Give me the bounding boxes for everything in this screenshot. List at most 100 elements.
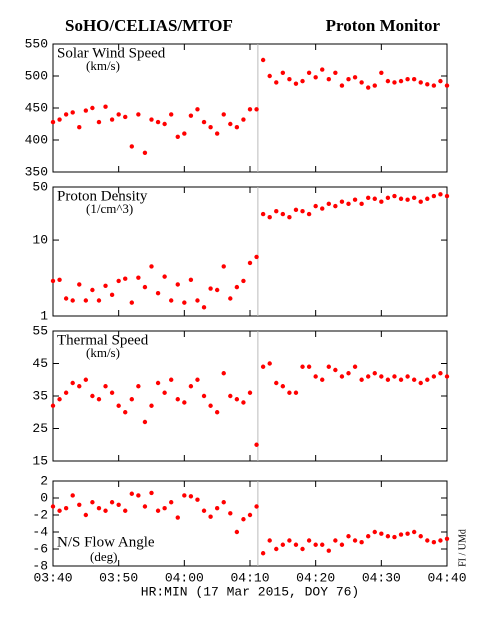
data-point — [241, 517, 246, 522]
y-tick-label: -8 — [32, 558, 48, 573]
data-point — [320, 67, 325, 72]
data-point — [339, 199, 345, 204]
data-point — [274, 209, 279, 214]
data-point — [241, 117, 246, 122]
data-point — [293, 390, 299, 395]
data-point — [221, 112, 226, 117]
data-point — [169, 298, 174, 303]
data-point — [320, 206, 325, 211]
y-tick-label: -4 — [32, 524, 48, 539]
data-point — [326, 364, 331, 369]
data-point — [175, 515, 180, 520]
data-point — [287, 77, 292, 82]
data-point — [352, 364, 358, 369]
data-point — [438, 371, 443, 376]
data-point — [63, 296, 69, 301]
data-point — [287, 390, 292, 395]
data-point — [116, 278, 121, 284]
data-point — [267, 361, 272, 366]
data-point — [392, 80, 397, 85]
data-point — [280, 542, 286, 547]
data-point — [162, 506, 167, 511]
data-point — [63, 390, 69, 395]
data-point — [339, 83, 345, 88]
data-point — [280, 70, 286, 76]
data-point — [50, 403, 56, 408]
y-tick-label: 550 — [25, 36, 48, 51]
data-point — [228, 393, 233, 399]
data-point — [385, 195, 391, 201]
x-axis-label: HR:MIN (17 Mar 2015, DOY 76) — [141, 584, 359, 599]
data-point — [247, 390, 253, 395]
data-point — [306, 70, 312, 76]
data-point — [50, 504, 56, 509]
data-point — [234, 397, 240, 402]
data-point — [234, 529, 240, 535]
data-point — [320, 542, 325, 547]
data-point — [228, 511, 233, 516]
data-point — [109, 500, 115, 505]
data-point — [333, 367, 338, 373]
x-tick-label: 03:40 — [33, 570, 72, 585]
data-point — [142, 150, 148, 155]
data-point — [188, 494, 194, 499]
panel-unit: (km/s) — [86, 345, 120, 360]
data-point — [366, 534, 371, 539]
data-point — [274, 80, 279, 85]
data-point — [241, 278, 246, 284]
data-point — [260, 57, 266, 63]
data-point — [418, 80, 423, 85]
data-point — [333, 203, 338, 209]
data-point — [90, 105, 95, 111]
panel-label: N/S Flow Angle — [57, 534, 155, 550]
data-point — [208, 286, 213, 291]
data-point — [385, 78, 391, 84]
data-point — [142, 419, 148, 425]
data-point — [333, 70, 338, 76]
data-point — [103, 384, 108, 389]
data-point — [109, 390, 115, 395]
data-point — [372, 529, 377, 535]
data-point — [326, 201, 331, 207]
data-point — [267, 215, 272, 220]
data-point — [109, 292, 115, 298]
data-point — [77, 282, 82, 287]
data-point — [201, 305, 207, 310]
panel-label: Solar Wind Speed — [57, 45, 166, 61]
data-point — [254, 254, 259, 260]
data-point — [260, 551, 266, 556]
data-point — [77, 125, 82, 130]
data-point — [431, 83, 437, 88]
data-point — [359, 540, 364, 545]
data-point — [306, 211, 312, 217]
data-point — [392, 374, 397, 379]
data-point — [405, 77, 410, 82]
data-point — [70, 493, 75, 498]
data-point — [444, 193, 450, 199]
data-point — [83, 298, 89, 303]
data-point — [352, 538, 358, 543]
data-point — [300, 78, 305, 84]
data-point — [169, 377, 174, 382]
data-point — [201, 119, 207, 125]
data-point — [149, 403, 154, 408]
chart-title: SoHO/CELIAS/MTOF — [65, 16, 233, 35]
x-tick-label: 03:50 — [99, 570, 138, 585]
data-point — [83, 108, 89, 113]
data-point — [379, 199, 384, 204]
data-point — [444, 374, 450, 379]
x-tick-label: 04:30 — [362, 570, 401, 585]
data-point — [300, 364, 305, 369]
data-point — [90, 500, 95, 505]
y-tick-label: 15 — [32, 453, 48, 468]
data-point — [346, 77, 351, 82]
panel-unit: (deg) — [90, 549, 117, 564]
data-point — [57, 117, 62, 122]
data-point — [77, 384, 82, 389]
data-point — [379, 70, 384, 76]
data-point — [96, 506, 102, 511]
data-point — [313, 374, 318, 379]
data-point — [280, 384, 286, 389]
data-point — [129, 397, 134, 402]
data-point — [129, 300, 134, 305]
